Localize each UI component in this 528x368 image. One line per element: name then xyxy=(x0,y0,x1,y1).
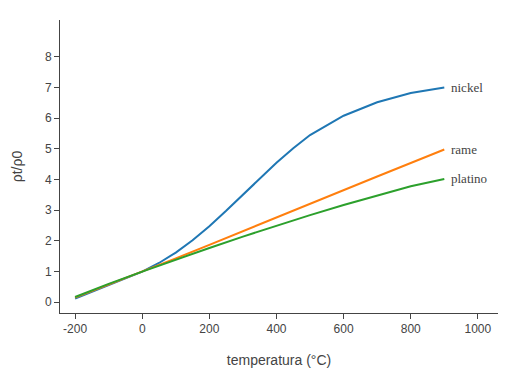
svg-text:200: 200 xyxy=(199,322,219,336)
svg-text:-200: -200 xyxy=(63,322,87,336)
svg-text:ρt/ρ0: ρt/ρ0 xyxy=(9,151,25,183)
svg-text:0: 0 xyxy=(45,295,52,309)
svg-text:1: 1 xyxy=(45,265,52,279)
svg-text:5: 5 xyxy=(45,142,52,156)
svg-text:rame: rame xyxy=(451,142,477,157)
svg-text:platino: platino xyxy=(451,171,487,186)
svg-text:0: 0 xyxy=(139,322,146,336)
svg-text:nickel: nickel xyxy=(451,80,483,95)
svg-text:4: 4 xyxy=(45,173,52,187)
svg-text:800: 800 xyxy=(401,322,421,336)
svg-text:400: 400 xyxy=(266,322,286,336)
svg-text:2: 2 xyxy=(45,234,52,248)
svg-text:8: 8 xyxy=(45,50,52,64)
svg-text:7: 7 xyxy=(45,81,52,95)
svg-text:6: 6 xyxy=(45,111,52,125)
svg-text:3: 3 xyxy=(45,203,52,217)
svg-text:600: 600 xyxy=(334,322,354,336)
svg-text:1000: 1000 xyxy=(465,322,492,336)
svg-text:temperatura (°C): temperatura (°C) xyxy=(227,352,331,368)
